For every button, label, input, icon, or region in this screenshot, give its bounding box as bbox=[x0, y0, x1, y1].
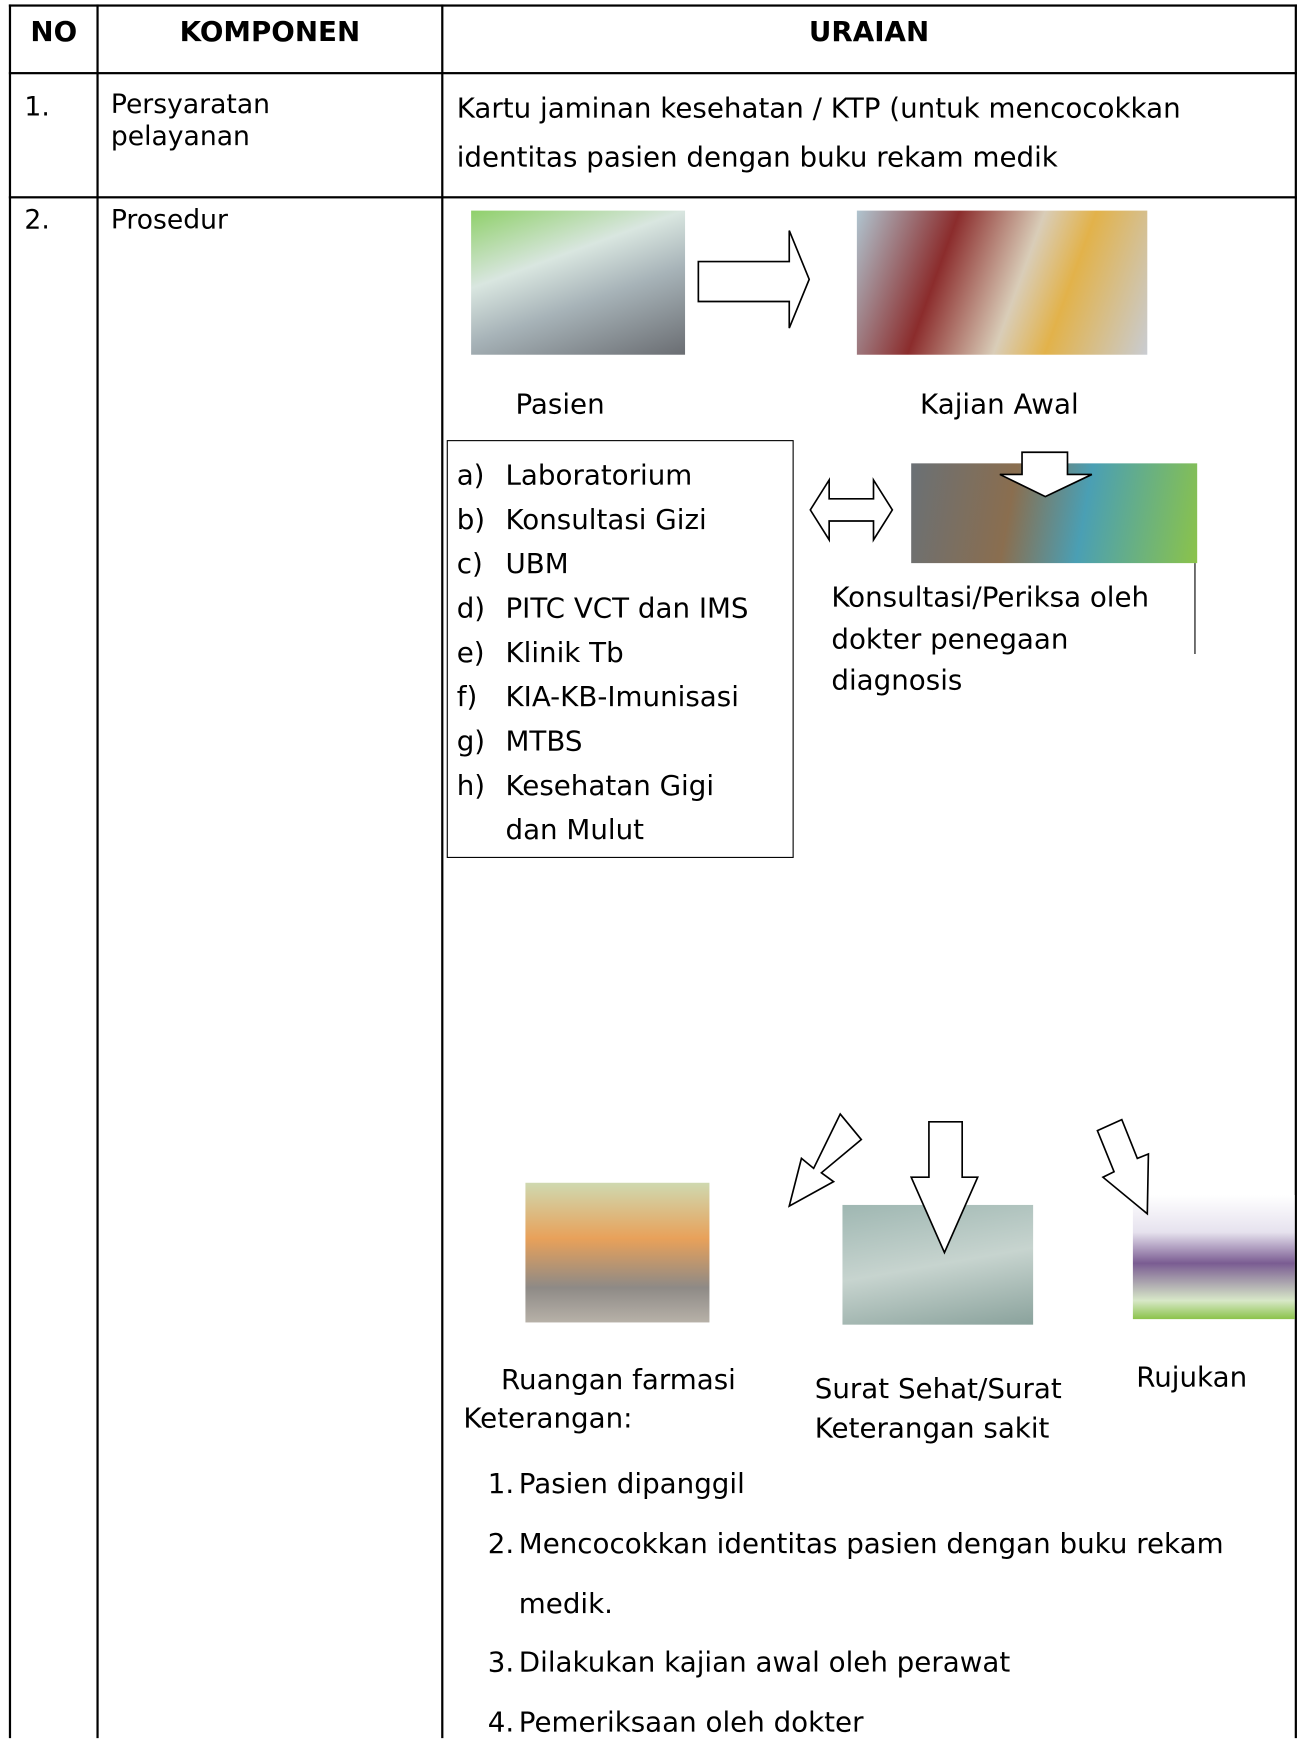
note-item: 1. Pasien dipanggil bbox=[488, 1454, 1264, 1514]
unit-item: c) UBM bbox=[457, 542, 790, 586]
note-number: 2. bbox=[487, 1527, 515, 1560]
unit-text: MTBS bbox=[505, 724, 583, 758]
border bbox=[1294, 4, 1297, 1739]
unit-text: PITC VCT dan IMS bbox=[505, 591, 749, 625]
notes-list: 1. Pasien dipanggil 2. Mencocokkan identita… bbox=[488, 1454, 1264, 1752]
note-text: Mencocokkan identitas pasien dengan buku… bbox=[518, 1527, 1224, 1619]
unit-item: f) KIA-KB-Imunisasi bbox=[457, 675, 790, 719]
row-number: 2. bbox=[24, 203, 50, 236]
caption: Surat Sehat/Surat Keterangan sakit bbox=[814, 1372, 1062, 1445]
component: Prosedur bbox=[110, 203, 228, 236]
note-number: 3. bbox=[487, 1646, 515, 1679]
unit-marker: b) bbox=[456, 503, 486, 536]
note-text: Pasien dipanggil bbox=[518, 1467, 745, 1500]
note-item: 2. Mencocokkan identitas pasien dengan bu… bbox=[488, 1514, 1264, 1633]
border bbox=[96, 4, 99, 1739]
unit-list: a) Laboratorium b) Konsultasi Gizi c) UBM d) PI… bbox=[457, 453, 790, 852]
unit-marker: g) bbox=[456, 724, 486, 758]
unit-marker: h) bbox=[456, 769, 486, 802]
unit-text: Klinik Tb bbox=[505, 636, 624, 669]
unit-marker: a) bbox=[456, 458, 485, 492]
border bbox=[8, 4, 12, 1739]
header-cell: KOMPONEN bbox=[179, 15, 361, 48]
note-number: 4. bbox=[487, 1705, 515, 1739]
note-number: 1. bbox=[487, 1467, 515, 1500]
caption: Rujukan bbox=[1136, 1361, 1248, 1394]
arrow-down-right bbox=[1096, 1118, 1150, 1216]
unit-marker: f) bbox=[456, 680, 478, 713]
arrow-down bbox=[909, 1120, 979, 1255]
unit-marker: e) bbox=[456, 636, 485, 669]
header-cell: URAIAN bbox=[808, 15, 930, 48]
unit-item: e) Klinik Tb bbox=[457, 631, 790, 675]
arrow-down-left bbox=[787, 1112, 863, 1208]
unit-text: Kesehatan Gigi dan Mulut bbox=[505, 769, 715, 846]
unit-item: d) PITC VCT dan IMS bbox=[457, 586, 790, 630]
description: Kartu jaminan kesehatan / KTP (untuk men… bbox=[456, 92, 1181, 173]
unit-marker: c) bbox=[456, 547, 483, 580]
photo-patient bbox=[471, 210, 686, 355]
unit-item: h) Kesehatan Gigi dan Mulut bbox=[457, 764, 790, 853]
unit-item: b) Konsultasi Gizi bbox=[457, 498, 790, 542]
unit-item: g) MTBS bbox=[457, 719, 790, 763]
border bbox=[8, 4, 1297, 7]
arrow-down bbox=[999, 451, 1093, 498]
unit-text: UBM bbox=[505, 547, 569, 580]
arrow-right bbox=[697, 230, 811, 329]
component: Persyaratan pelayanan bbox=[110, 88, 271, 152]
border bbox=[441, 4, 444, 1739]
border bbox=[8, 72, 1297, 75]
caption: Ruangan farmasi bbox=[501, 1363, 736, 1396]
arrow-double bbox=[809, 477, 894, 543]
photo-initial-check bbox=[856, 210, 1148, 355]
caption: Pasien bbox=[515, 387, 605, 421]
photo-pharmacy bbox=[525, 1182, 710, 1323]
note-item: 4. Pemeriksaan oleh dokter bbox=[488, 1693, 1264, 1752]
note-text: Dilakukan kajian awal oleh perawat bbox=[518, 1646, 1011, 1679]
unit-list-box bbox=[446, 440, 794, 858]
border bbox=[8, 196, 1297, 199]
illustration-hospital bbox=[1132, 1194, 1295, 1320]
unit-text: Konsultasi Gizi bbox=[505, 503, 707, 536]
caption: Konsultasi/Periksa oleh dokter penegaan … bbox=[831, 580, 1150, 697]
note-item: 3. Dilakukan kajian awal oleh perawat bbox=[488, 1633, 1264, 1693]
notes-title: Keterangan: bbox=[463, 1402, 633, 1435]
note-text: Pemeriksaan oleh dokter bbox=[518, 1705, 864, 1739]
row-number: 1. bbox=[24, 90, 50, 122]
caption: Kajian Awal bbox=[920, 387, 1079, 421]
unit-item: a) Laboratorium bbox=[457, 453, 790, 497]
unit-text: Laboratorium bbox=[505, 458, 693, 492]
unit-text: KIA-KB-Imunisasi bbox=[505, 680, 739, 713]
unit-marker: d) bbox=[456, 591, 486, 625]
header-cell: NO bbox=[30, 15, 78, 48]
